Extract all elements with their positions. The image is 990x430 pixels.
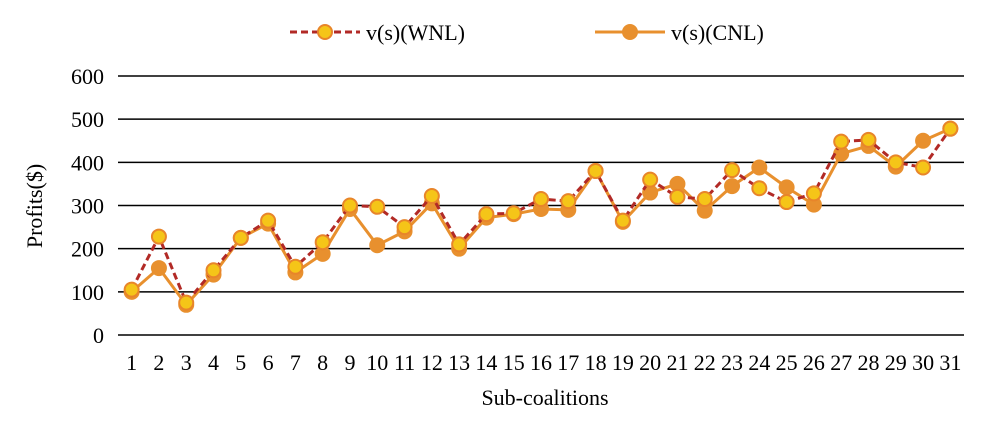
data-point bbox=[341, 197, 358, 214]
legend-item-wnl: v(s)(WNL) bbox=[290, 20, 465, 45]
x-tick-label: 2 bbox=[153, 350, 164, 375]
data-point bbox=[669, 188, 686, 205]
x-tick-label: 28 bbox=[857, 350, 879, 375]
y-tick-label: 200 bbox=[71, 237, 104, 262]
data-point bbox=[423, 188, 440, 205]
x-tick-label: 29 bbox=[885, 350, 907, 375]
data-point bbox=[287, 258, 304, 275]
data-point bbox=[205, 262, 222, 279]
data-point bbox=[150, 228, 167, 245]
y-tick-labels: 0 100 200 300 400 500 600 bbox=[71, 64, 104, 348]
data-point bbox=[642, 171, 659, 188]
data-point bbox=[805, 185, 822, 202]
x-tick-label: 11 bbox=[394, 350, 415, 375]
x-tick-label: 31 bbox=[939, 350, 961, 375]
data-point bbox=[860, 131, 877, 148]
data-point bbox=[669, 175, 686, 192]
x-tick-label: 16 bbox=[530, 350, 552, 375]
y-tick-label: 500 bbox=[71, 107, 104, 132]
x-tick-labels: 1 2 3 4 5 6 7 8 9 10 11 12 13 14 15 16 17 18 19 20 21 22 23 24 2… bbox=[126, 350, 961, 375]
data-point bbox=[178, 294, 195, 311]
x-tick-label: 23 bbox=[721, 350, 743, 375]
data-point bbox=[232, 229, 249, 246]
x-tick-label: 24 bbox=[748, 350, 770, 375]
data-point bbox=[751, 180, 768, 197]
x-tick-label: 18 bbox=[585, 350, 607, 375]
gridlines bbox=[118, 75, 964, 336]
y-tick-label: 400 bbox=[71, 150, 104, 175]
y-tick-label: 300 bbox=[71, 194, 104, 219]
legend: v(s)(WNL) v(s)(CNL) bbox=[290, 20, 764, 45]
series-group bbox=[123, 120, 959, 313]
data-point bbox=[260, 212, 277, 229]
data-point bbox=[369, 198, 386, 215]
y-axis-title: Profits($) bbox=[22, 164, 47, 248]
x-tick-label: 30 bbox=[912, 350, 934, 375]
x-tick-label: 10 bbox=[366, 350, 388, 375]
x-tick-label: 17 bbox=[557, 350, 579, 375]
series-wnl bbox=[123, 120, 959, 311]
data-point bbox=[778, 179, 795, 196]
data-point bbox=[123, 281, 140, 298]
data-point bbox=[396, 219, 413, 236]
data-point bbox=[451, 236, 468, 253]
x-tick-label: 27 bbox=[830, 350, 852, 375]
x-tick-label: 9 bbox=[344, 350, 355, 375]
legend-label-wnl: v(s)(WNL) bbox=[366, 20, 465, 45]
data-point bbox=[587, 162, 604, 179]
x-tick-label: 21 bbox=[666, 350, 688, 375]
data-point bbox=[478, 206, 495, 223]
data-point bbox=[614, 212, 631, 229]
x-axis-title: Sub-coalitions bbox=[481, 385, 608, 410]
data-point bbox=[505, 205, 522, 222]
legend-marker-wnl bbox=[317, 24, 333, 40]
data-point bbox=[833, 133, 850, 150]
data-point bbox=[778, 194, 795, 211]
data-point bbox=[887, 154, 904, 171]
data-point bbox=[369, 237, 386, 254]
x-tick-label: 15 bbox=[503, 350, 525, 375]
data-point bbox=[942, 120, 959, 137]
data-point bbox=[314, 234, 331, 251]
x-tick-label: 4 bbox=[208, 350, 219, 375]
x-tick-label: 25 bbox=[776, 350, 798, 375]
data-point bbox=[150, 260, 167, 277]
data-point bbox=[751, 159, 768, 176]
data-point bbox=[724, 162, 741, 179]
x-tick-label: 20 bbox=[639, 350, 661, 375]
legend-label-cnl: v(s)(CNL) bbox=[671, 20, 764, 45]
data-point bbox=[915, 159, 932, 176]
x-tick-label: 12 bbox=[421, 350, 443, 375]
y-tick-label: 100 bbox=[71, 280, 104, 305]
x-tick-label: 7 bbox=[290, 350, 301, 375]
series-cnl bbox=[123, 120, 959, 313]
data-point bbox=[915, 132, 932, 149]
x-tick-label: 1 bbox=[126, 350, 137, 375]
legend-item-cnl: v(s)(CNL) bbox=[595, 20, 764, 45]
y-tick-label: 0 bbox=[93, 323, 104, 348]
x-tick-label: 6 bbox=[263, 350, 274, 375]
legend-marker-cnl bbox=[622, 24, 638, 40]
x-tick-label: 22 bbox=[694, 350, 716, 375]
data-point bbox=[724, 178, 741, 195]
x-tick-label: 13 bbox=[448, 350, 470, 375]
x-tick-label: 8 bbox=[317, 350, 328, 375]
data-point bbox=[560, 193, 577, 210]
x-tick-label: 5 bbox=[235, 350, 246, 375]
x-tick-label: 3 bbox=[181, 350, 192, 375]
x-tick-label: 26 bbox=[803, 350, 825, 375]
data-point bbox=[533, 191, 549, 208]
y-tick-label: 600 bbox=[71, 64, 104, 89]
x-tick-label: 14 bbox=[475, 350, 497, 375]
x-tick-label: 19 bbox=[612, 350, 634, 375]
data-point bbox=[696, 191, 713, 208]
